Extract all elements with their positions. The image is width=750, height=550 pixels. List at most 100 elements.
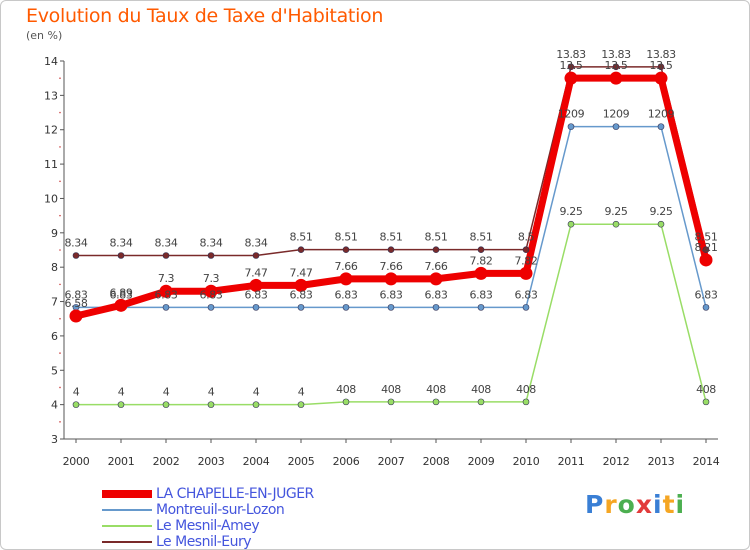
data-point [252,252,260,259]
data-point [699,253,713,267]
chart-subtitle: (en %) [26,29,63,42]
legend-item: Le Mesnil-Eury [102,534,314,550]
data-point [477,246,485,253]
data-label: 6.89 [110,286,133,299]
logo-letter: r [604,490,618,519]
y-tick-label: 4 [51,399,58,412]
y-tick-label: 13 [44,89,58,102]
data-label: 6.83 [380,288,403,301]
x-tick-label: 2003 [198,455,225,468]
data-label: 4 [163,386,170,399]
data-point [252,401,260,408]
legend-item: LA CHAPELLE-EN-JUGER [102,486,314,502]
logo-letter: i [653,490,663,519]
data-label: 4 [253,386,260,399]
legend-swatch [102,509,152,511]
data-point [564,71,578,85]
data-label: 6.83 [200,288,223,301]
data-label: 8.51 [695,231,718,244]
data-point [114,298,128,312]
data-label: 6.83 [65,288,88,301]
data-label: 7.66 [335,260,358,273]
data-label: 1209 [603,108,630,121]
logo-letter: t [662,490,676,519]
data-point [204,284,218,298]
y-tick-label: 14 [44,55,58,68]
data-point [474,266,488,280]
data-label: 7.82 [515,254,538,267]
x-tick-label: 2004 [243,455,270,468]
y-minor-dot [59,283,61,286]
data-point [657,123,665,130]
data-label: 13.83 [556,48,586,61]
data-label: 6.83 [155,288,178,301]
x-tick-label: 2006 [333,455,360,468]
data-label: 13.83 [601,48,631,61]
data-point [387,398,395,406]
data-label: 7.47 [245,266,268,279]
data-point [339,272,353,286]
y-minor-dot [59,386,61,389]
legend-label: Le Mesnil-Amey [156,518,260,534]
legend-swatch [102,525,152,527]
chart-legend: LA CHAPELLE-EN-JUGER Montreuil-sur-Lozon L… [102,486,314,550]
y-minor-dot [59,317,61,320]
data-point [207,252,215,259]
data-label: 1209 [558,108,585,121]
data-label: 7.66 [425,260,448,273]
data-point [342,246,350,253]
data-point [69,309,83,323]
x-tick-label: 2009 [468,455,495,468]
data-label: 7.47 [290,266,313,279]
data-point [477,398,485,406]
data-label: 7.66 [380,260,403,273]
data-label: 4 [208,386,215,399]
data-point [72,401,80,408]
data-label: 6.83 [290,288,313,301]
data-point [162,252,170,259]
y-tick-label: 8 [51,261,58,274]
data-label: 8.51 [470,231,493,244]
x-tick-label: 2007 [378,455,405,468]
legend-label: LA CHAPELLE-EN-JUGER [156,486,314,502]
data-point [387,246,395,253]
data-point [432,398,440,406]
data-point [72,252,80,259]
data-label: 9.25 [605,205,628,218]
legend-item: Le Mesnil-Amey [102,518,314,534]
data-point [654,71,668,85]
data-label: 8.34 [200,236,223,249]
data-point [519,266,533,280]
y-tick-label: 6 [51,330,58,343]
data-label: 13.5 [650,59,673,72]
y-minor-dot [59,421,61,423]
data-point [522,304,530,311]
data-label: 408 [381,383,401,396]
data-label: 8.51 [425,231,448,244]
data-label: 8.21 [695,241,718,254]
data-point [702,246,710,253]
y-minor-dot [59,111,61,114]
x-tick-label: 2011 [558,455,585,468]
data-label: 7.3 [158,272,175,285]
data-point [612,123,620,130]
data-point [342,304,350,311]
data-label: 9.25 [650,205,673,218]
data-label: 6.58 [65,297,88,310]
data-label: 6.83 [425,288,448,301]
data-point [207,401,215,408]
data-label: 8.51 [335,231,358,244]
y-minor-dot [59,77,61,79]
data-point [612,63,620,71]
data-point [159,284,173,298]
data-point [522,246,530,253]
data-label: 9.25 [560,205,583,218]
data-label: 6.83 [245,288,268,301]
data-label: 8.51 [380,231,403,244]
chart-axes: 3 4 5 6 7 8 9 10 11 12 13 14 2000 2001 2002 2003 2004 200… [44,55,720,468]
data-label: 7.82 [470,254,493,267]
series-data-labels: 8.34 8.34 8.34 8.34 8.34 8.51 8.51 8.51 8.51 8.51… [65,48,719,399]
data-point [162,401,170,408]
data-label: 6.83 [695,288,718,301]
